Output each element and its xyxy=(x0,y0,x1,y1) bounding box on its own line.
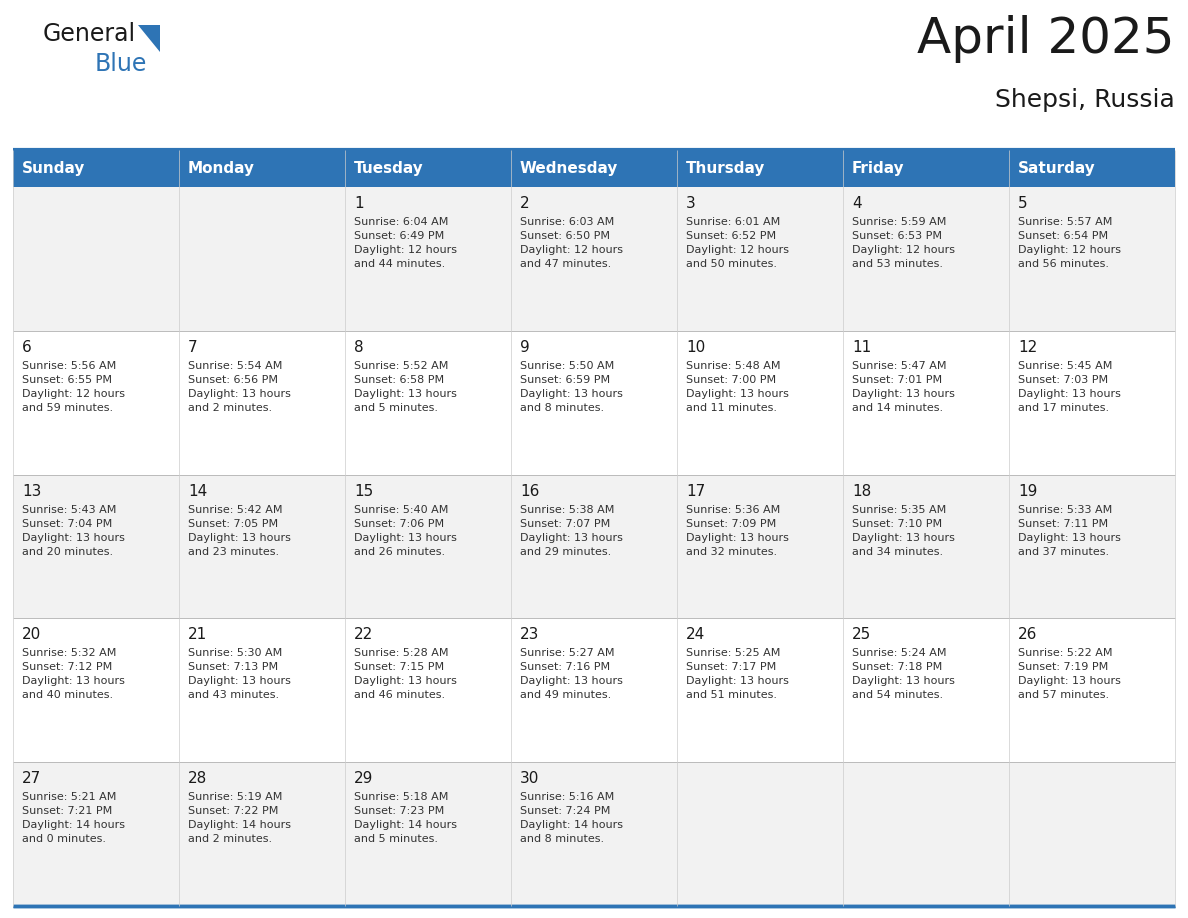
Text: 11: 11 xyxy=(852,340,871,354)
Text: 15: 15 xyxy=(354,484,373,498)
Text: 19: 19 xyxy=(1018,484,1037,498)
Text: Sunrise: 5:40 AM
Sunset: 7:06 PM
Daylight: 13 hours
and 26 minutes.: Sunrise: 5:40 AM Sunset: 7:06 PM Dayligh… xyxy=(354,505,457,556)
Text: Sunrise: 5:43 AM
Sunset: 7:04 PM
Daylight: 13 hours
and 20 minutes.: Sunrise: 5:43 AM Sunset: 7:04 PM Dayligh… xyxy=(23,505,125,556)
Text: Sunrise: 5:54 AM
Sunset: 6:56 PM
Daylight: 13 hours
and 2 minutes.: Sunrise: 5:54 AM Sunset: 6:56 PM Dayligh… xyxy=(188,361,291,413)
Text: Saturday: Saturday xyxy=(1018,161,1095,176)
Text: April 2025: April 2025 xyxy=(917,15,1175,63)
Text: 13: 13 xyxy=(23,484,42,498)
Bar xyxy=(13,330,1175,475)
Text: Sunrise: 5:18 AM
Sunset: 7:23 PM
Daylight: 14 hours
and 5 minutes.: Sunrise: 5:18 AM Sunset: 7:23 PM Dayligh… xyxy=(354,792,457,845)
Text: 23: 23 xyxy=(520,627,539,643)
Text: Sunrise: 6:01 AM
Sunset: 6:52 PM
Daylight: 12 hours
and 50 minutes.: Sunrise: 6:01 AM Sunset: 6:52 PM Dayligh… xyxy=(685,217,789,269)
Text: 18: 18 xyxy=(852,484,871,498)
Bar xyxy=(345,150,511,187)
Text: Sunrise: 5:48 AM
Sunset: 7:00 PM
Daylight: 13 hours
and 11 minutes.: Sunrise: 5:48 AM Sunset: 7:00 PM Dayligh… xyxy=(685,361,789,413)
Text: 2: 2 xyxy=(520,196,530,211)
Text: 17: 17 xyxy=(685,484,706,498)
Bar xyxy=(1009,150,1175,187)
Text: Shepsi, Russia: Shepsi, Russia xyxy=(996,88,1175,112)
Bar xyxy=(843,150,1009,187)
Text: 30: 30 xyxy=(520,771,539,786)
Text: Sunday: Sunday xyxy=(23,161,86,176)
Text: Sunrise: 5:28 AM
Sunset: 7:15 PM
Daylight: 13 hours
and 46 minutes.: Sunrise: 5:28 AM Sunset: 7:15 PM Dayligh… xyxy=(354,648,457,700)
Text: Sunrise: 5:22 AM
Sunset: 7:19 PM
Daylight: 13 hours
and 57 minutes.: Sunrise: 5:22 AM Sunset: 7:19 PM Dayligh… xyxy=(1018,648,1120,700)
Text: 27: 27 xyxy=(23,771,42,786)
Text: 29: 29 xyxy=(354,771,373,786)
Bar xyxy=(13,187,1175,330)
Bar xyxy=(179,150,345,187)
Text: 5: 5 xyxy=(1018,196,1028,211)
Text: 24: 24 xyxy=(685,627,706,643)
Text: 3: 3 xyxy=(685,196,696,211)
Text: Sunrise: 5:32 AM
Sunset: 7:12 PM
Daylight: 13 hours
and 40 minutes.: Sunrise: 5:32 AM Sunset: 7:12 PM Dayligh… xyxy=(23,648,125,700)
Text: 9: 9 xyxy=(520,340,530,354)
Text: Sunrise: 5:38 AM
Sunset: 7:07 PM
Daylight: 13 hours
and 29 minutes.: Sunrise: 5:38 AM Sunset: 7:07 PM Dayligh… xyxy=(520,505,623,556)
Text: Sunrise: 5:42 AM
Sunset: 7:05 PM
Daylight: 13 hours
and 23 minutes.: Sunrise: 5:42 AM Sunset: 7:05 PM Dayligh… xyxy=(188,505,291,556)
Text: 8: 8 xyxy=(354,340,364,354)
Bar xyxy=(13,150,179,187)
Text: 21: 21 xyxy=(188,627,207,643)
Text: 10: 10 xyxy=(685,340,706,354)
Text: Sunrise: 5:16 AM
Sunset: 7:24 PM
Daylight: 14 hours
and 8 minutes.: Sunrise: 5:16 AM Sunset: 7:24 PM Dayligh… xyxy=(520,792,623,845)
Bar xyxy=(677,150,843,187)
Text: Sunrise: 5:27 AM
Sunset: 7:16 PM
Daylight: 13 hours
and 49 minutes.: Sunrise: 5:27 AM Sunset: 7:16 PM Dayligh… xyxy=(520,648,623,700)
Text: Wednesday: Wednesday xyxy=(520,161,619,176)
Text: Sunrise: 5:36 AM
Sunset: 7:09 PM
Daylight: 13 hours
and 32 minutes.: Sunrise: 5:36 AM Sunset: 7:09 PM Dayligh… xyxy=(685,505,789,556)
Text: Sunrise: 5:30 AM
Sunset: 7:13 PM
Daylight: 13 hours
and 43 minutes.: Sunrise: 5:30 AM Sunset: 7:13 PM Dayligh… xyxy=(188,648,291,700)
Text: 16: 16 xyxy=(520,484,539,498)
Text: Sunrise: 5:25 AM
Sunset: 7:17 PM
Daylight: 13 hours
and 51 minutes.: Sunrise: 5:25 AM Sunset: 7:17 PM Dayligh… xyxy=(685,648,789,700)
Bar xyxy=(13,619,1175,762)
Text: 7: 7 xyxy=(188,340,197,354)
Bar xyxy=(13,762,1175,906)
Text: Sunrise: 5:56 AM
Sunset: 6:55 PM
Daylight: 12 hours
and 59 minutes.: Sunrise: 5:56 AM Sunset: 6:55 PM Dayligh… xyxy=(23,361,125,413)
Text: 14: 14 xyxy=(188,484,207,498)
Text: Sunrise: 5:45 AM
Sunset: 7:03 PM
Daylight: 13 hours
and 17 minutes.: Sunrise: 5:45 AM Sunset: 7:03 PM Dayligh… xyxy=(1018,361,1120,413)
Text: Blue: Blue xyxy=(95,52,147,76)
Text: Sunrise: 5:52 AM
Sunset: 6:58 PM
Daylight: 13 hours
and 5 minutes.: Sunrise: 5:52 AM Sunset: 6:58 PM Dayligh… xyxy=(354,361,457,413)
Text: General: General xyxy=(43,22,137,46)
Text: Sunrise: 5:57 AM
Sunset: 6:54 PM
Daylight: 12 hours
and 56 minutes.: Sunrise: 5:57 AM Sunset: 6:54 PM Dayligh… xyxy=(1018,217,1121,269)
Text: 12: 12 xyxy=(1018,340,1037,354)
Text: Thursday: Thursday xyxy=(685,161,765,176)
Bar xyxy=(511,150,677,187)
Text: 25: 25 xyxy=(852,627,871,643)
Text: Sunrise: 5:47 AM
Sunset: 7:01 PM
Daylight: 13 hours
and 14 minutes.: Sunrise: 5:47 AM Sunset: 7:01 PM Dayligh… xyxy=(852,361,955,413)
Text: Monday: Monday xyxy=(188,161,255,176)
Text: 6: 6 xyxy=(23,340,32,354)
Text: 4: 4 xyxy=(852,196,861,211)
Text: Sunrise: 5:59 AM
Sunset: 6:53 PM
Daylight: 12 hours
and 53 minutes.: Sunrise: 5:59 AM Sunset: 6:53 PM Dayligh… xyxy=(852,217,955,269)
Text: Tuesday: Tuesday xyxy=(354,161,424,176)
Text: Sunrise: 5:24 AM
Sunset: 7:18 PM
Daylight: 13 hours
and 54 minutes.: Sunrise: 5:24 AM Sunset: 7:18 PM Dayligh… xyxy=(852,648,955,700)
Polygon shape xyxy=(138,25,160,52)
Text: 26: 26 xyxy=(1018,627,1037,643)
Text: Sunrise: 5:21 AM
Sunset: 7:21 PM
Daylight: 14 hours
and 0 minutes.: Sunrise: 5:21 AM Sunset: 7:21 PM Dayligh… xyxy=(23,792,125,845)
Text: Sunrise: 5:35 AM
Sunset: 7:10 PM
Daylight: 13 hours
and 34 minutes.: Sunrise: 5:35 AM Sunset: 7:10 PM Dayligh… xyxy=(852,505,955,556)
Text: 28: 28 xyxy=(188,771,207,786)
Text: Sunrise: 5:50 AM
Sunset: 6:59 PM
Daylight: 13 hours
and 8 minutes.: Sunrise: 5:50 AM Sunset: 6:59 PM Dayligh… xyxy=(520,361,623,413)
Text: Sunrise: 6:03 AM
Sunset: 6:50 PM
Daylight: 12 hours
and 47 minutes.: Sunrise: 6:03 AM Sunset: 6:50 PM Dayligh… xyxy=(520,217,623,269)
Text: Friday: Friday xyxy=(852,161,904,176)
Text: 1: 1 xyxy=(354,196,364,211)
Text: 20: 20 xyxy=(23,627,42,643)
Text: Sunrise: 6:04 AM
Sunset: 6:49 PM
Daylight: 12 hours
and 44 minutes.: Sunrise: 6:04 AM Sunset: 6:49 PM Dayligh… xyxy=(354,217,457,269)
Bar xyxy=(13,475,1175,619)
Text: Sunrise: 5:19 AM
Sunset: 7:22 PM
Daylight: 14 hours
and 2 minutes.: Sunrise: 5:19 AM Sunset: 7:22 PM Dayligh… xyxy=(188,792,291,845)
Text: Sunrise: 5:33 AM
Sunset: 7:11 PM
Daylight: 13 hours
and 37 minutes.: Sunrise: 5:33 AM Sunset: 7:11 PM Dayligh… xyxy=(1018,505,1120,556)
Text: 22: 22 xyxy=(354,627,373,643)
